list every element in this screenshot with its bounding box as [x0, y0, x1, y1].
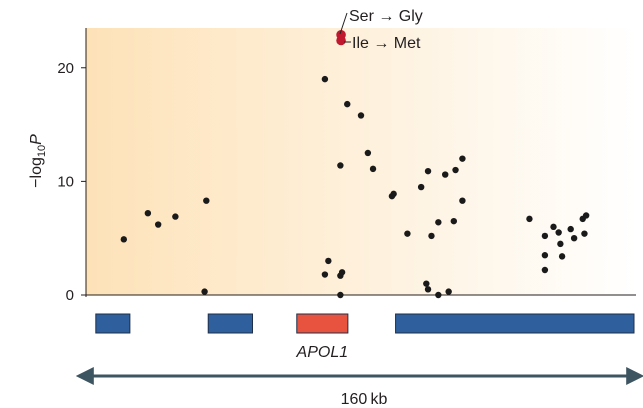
data-point [558, 253, 566, 260]
gene-exon [95, 313, 131, 334]
variant-annotations: Ser → Gly Ile → Met [339, 8, 423, 52]
y-axis-label: −log10P [28, 134, 48, 188]
data-point [555, 229, 562, 236]
data-point [144, 209, 152, 217]
data-point [541, 232, 549, 240]
y-tick-label: 0 [66, 287, 74, 304]
data-point [550, 223, 557, 231]
data-point [321, 75, 329, 83]
data-point [459, 197, 466, 204]
data-point [364, 149, 372, 157]
data-point [369, 165, 377, 173]
data-point [201, 288, 208, 295]
data-point [582, 212, 590, 219]
gene-exon [207, 313, 253, 334]
data-point [337, 291, 344, 299]
data-point [172, 213, 179, 220]
data-point [203, 197, 210, 204]
data-point [557, 240, 564, 248]
gene-label: APOL1 [296, 344, 349, 361]
data-point [459, 155, 466, 162]
gene-apol1 [296, 313, 349, 334]
variant-point [336, 35, 346, 46]
data-point [424, 167, 432, 175]
data-point [344, 100, 351, 108]
data-point [337, 162, 344, 169]
data-point [428, 232, 435, 240]
data-point [120, 236, 128, 243]
y-ticks: 0 10 20 [57, 60, 86, 304]
data-point [435, 291, 442, 299]
data-point [390, 190, 397, 198]
y-tick-label: 10 [57, 173, 74, 190]
data-point [424, 286, 432, 293]
data-point [541, 252, 549, 259]
data-point [452, 166, 459, 174]
plot-background [86, 28, 636, 295]
annotation-leader-ser-gly [339, 12, 348, 35]
y-tick-label: 20 [57, 60, 74, 77]
data-point [581, 230, 588, 237]
data-point [445, 288, 452, 295]
data-point [357, 112, 365, 119]
data-point [567, 225, 574, 233]
scale-bar-label: 160 kb [341, 391, 388, 408]
data-point [526, 215, 533, 223]
gene-exon [395, 313, 635, 334]
annotation-ser-gly: Ser → Gly [349, 8, 423, 25]
data-point [338, 269, 346, 276]
data-point [450, 217, 458, 225]
data-point [442, 171, 449, 178]
gene-track: APOL1 [95, 313, 635, 361]
data-point [435, 219, 442, 226]
data-point [325, 257, 332, 265]
data-point [570, 234, 578, 242]
data-point [423, 280, 430, 287]
y-axis: 0 10 20 −log10P [28, 28, 87, 304]
data-point [404, 230, 411, 237]
data-point [417, 183, 425, 191]
data-point [321, 271, 329, 278]
data-points [120, 30, 590, 299]
data-point [154, 221, 162, 228]
data-point [541, 266, 549, 274]
scale-bar: 160 kb [75, 367, 643, 408]
annotation-ile-met: Ile → Met [352, 35, 421, 52]
